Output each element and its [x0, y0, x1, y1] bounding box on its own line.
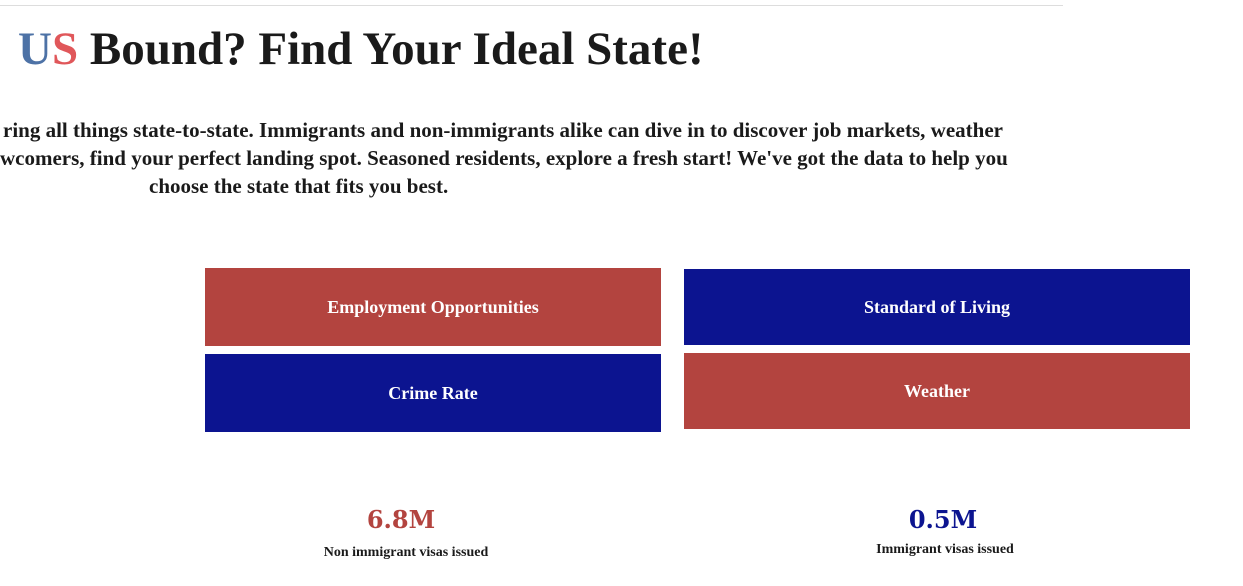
intro-line: wcomers, find your perfect landing spot.…: [0, 146, 1008, 170]
page-title: US Bound? Find Your Ideal State!: [18, 22, 704, 76]
category-button[interactable]: Employment Opportunities: [205, 268, 661, 346]
stat-label: Non immigrant visas issued: [323, 545, 489, 560]
category-button[interactable]: Weather: [684, 353, 1190, 429]
title-u: U: [18, 23, 52, 75]
intro-line: ring all things state-to-state. Immigran…: [3, 118, 1003, 142]
stat-value: 0.5M: [908, 505, 978, 534]
title-s: S: [51, 23, 79, 75]
category-button[interactable]: Crime Rate: [205, 354, 661, 432]
stat-value: 6.8M: [366, 505, 436, 534]
category-button[interactable]: Standard of Living: [684, 269, 1190, 345]
stat-label: Immigrant visas issued: [876, 542, 1014, 557]
title-rest: Bound? Find Your Ideal State!: [89, 23, 704, 75]
divider: [0, 5, 1063, 6]
intro-line: choose the state that fits you best.: [149, 174, 449, 198]
